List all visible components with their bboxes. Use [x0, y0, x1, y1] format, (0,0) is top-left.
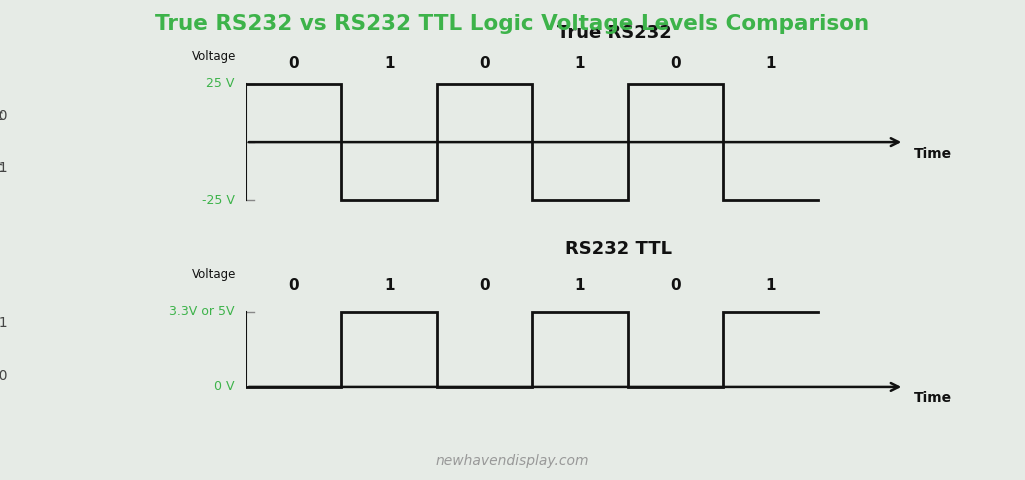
- Text: newhavendisplay.com: newhavendisplay.com: [436, 454, 589, 468]
- Text: 0 V: 0 V: [214, 381, 235, 394]
- Text: 1: 1: [766, 56, 776, 71]
- Text: True RS232 vs RS232 TTL Logic Voltage Levels Comparison: True RS232 vs RS232 TTL Logic Voltage Le…: [156, 14, 869, 35]
- Text: 0: 0: [288, 278, 299, 293]
- Text: 3.3V or 5V: 3.3V or 5V: [169, 305, 235, 318]
- Text: 0: 0: [670, 278, 681, 293]
- Text: Logic 0: Logic 0: [0, 369, 7, 383]
- Text: Logic 1: Logic 1: [0, 316, 7, 330]
- Text: 1: 1: [766, 278, 776, 293]
- Text: Voltage: Voltage: [192, 50, 237, 63]
- Text: 1: 1: [575, 278, 585, 293]
- Text: 1: 1: [383, 56, 395, 71]
- Text: RS232 TTL: RS232 TTL: [565, 240, 671, 258]
- Text: True RS232: True RS232: [557, 24, 671, 42]
- Text: 0: 0: [288, 56, 299, 71]
- Text: Logic: Logic: [0, 161, 7, 175]
- Text: Logic: Logic: [0, 109, 7, 123]
- Text: Time: Time: [913, 391, 952, 406]
- Text: 0: 0: [479, 56, 490, 71]
- Text: 1: 1: [575, 56, 585, 71]
- Text: Logic 0: Logic 0: [0, 109, 7, 123]
- Text: 0: 0: [670, 56, 681, 71]
- Text: 0: 0: [479, 278, 490, 293]
- Text: 1: 1: [383, 278, 395, 293]
- Text: -25 V: -25 V: [202, 194, 235, 207]
- Text: Logic 1: Logic 1: [0, 161, 7, 175]
- Text: 25 V: 25 V: [206, 77, 235, 90]
- Text: Time: Time: [913, 147, 952, 161]
- Text: Voltage: Voltage: [192, 268, 237, 281]
